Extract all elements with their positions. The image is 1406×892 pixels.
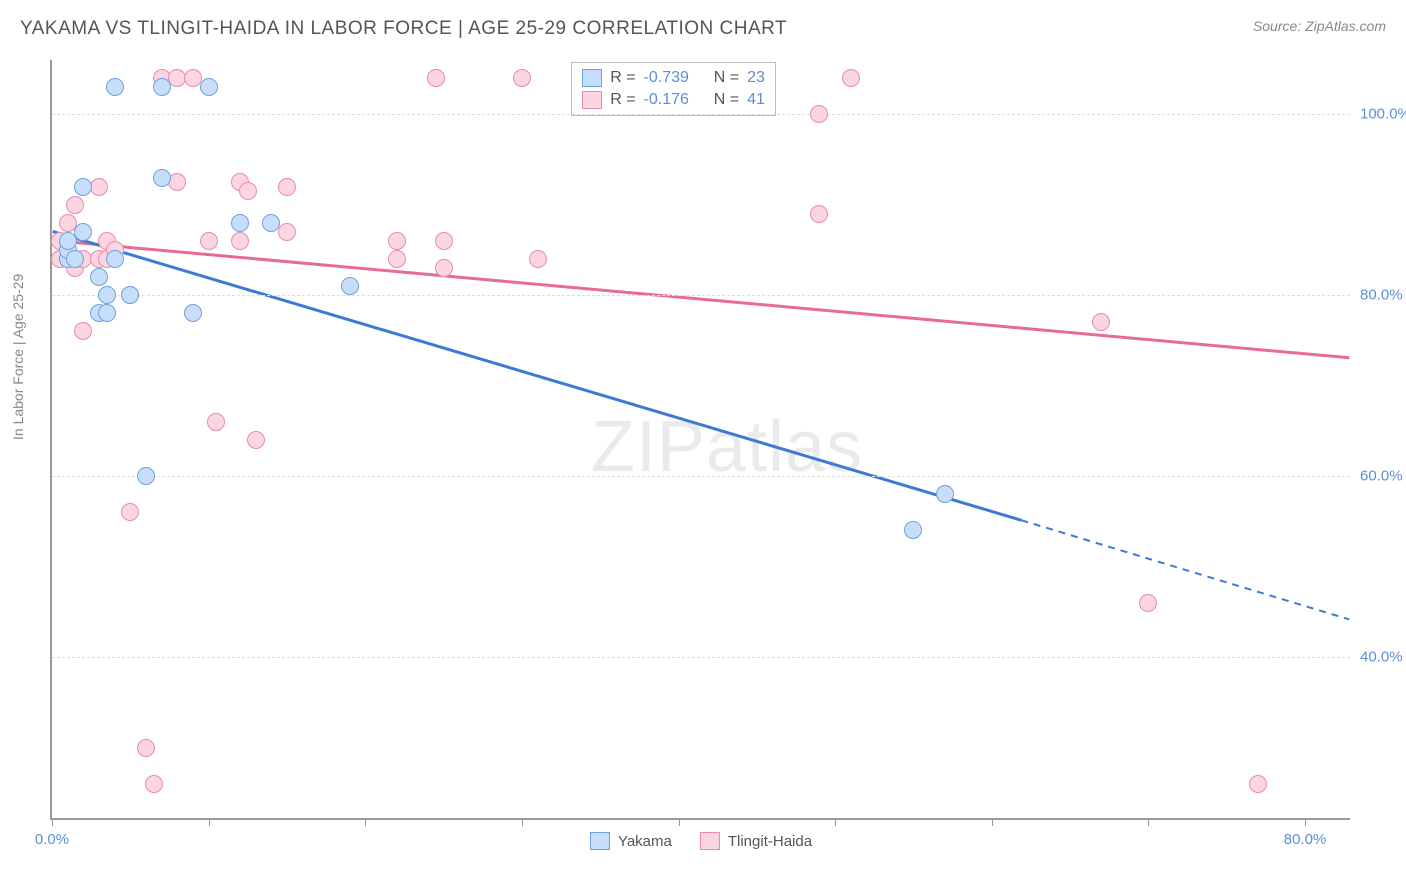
legend-item-tlingit: Tlingit-Haida [700,832,812,850]
scatter-point-tlingit [278,223,296,241]
scatter-point-tlingit [74,322,92,340]
scatter-point-tlingit [842,69,860,87]
n-label: N = [714,91,739,109]
scatter-point-tlingit [247,431,265,449]
swatch-tlingit [582,91,602,109]
legend-item-yakama: Yakama [590,832,672,850]
x-tick [992,818,993,826]
legend-label-yakama: Yakama [618,833,672,850]
scatter-point-yakama [74,223,92,241]
y-tick-label: 60.0% [1360,468,1406,485]
scatter-point-tlingit [145,775,163,793]
legend-swatch-yakama [590,832,610,850]
scatter-point-tlingit [239,182,257,200]
gridline-h [52,114,1350,115]
scatter-point-tlingit [427,69,445,87]
scatter-point-yakama [904,521,922,539]
x-tick [52,818,53,826]
x-tick [835,818,836,826]
scatter-point-tlingit [207,413,225,431]
correlation-stats-box: R = -0.739 N = 23 R = -0.176 N = 41 [571,62,776,116]
source-attribution: Source: ZipAtlas.com [1253,18,1386,34]
scatter-point-yakama [90,268,108,286]
scatter-point-tlingit [1139,594,1157,612]
scatter-point-tlingit [90,178,108,196]
scatter-point-tlingit [168,173,186,191]
chart-title: YAKAMA VS TLINGIT-HAIDA IN LABOR FORCE |… [20,18,787,39]
scatter-point-tlingit [231,232,249,250]
y-tick-label: 100.0% [1360,106,1406,123]
scatter-point-yakama [936,485,954,503]
n-value-yakama: 23 [747,69,765,87]
scatter-point-tlingit [1249,775,1267,793]
scatter-point-yakama [74,178,92,196]
scatter-point-tlingit [1092,313,1110,331]
gridline-h [52,295,1350,296]
r-label: R = [610,91,635,109]
swatch-yakama [582,69,602,87]
scatter-point-tlingit [121,503,139,521]
x-tick [365,818,366,826]
scatter-point-tlingit [388,250,406,268]
y-axis-label: In Labor Force | Age 25-29 [10,274,26,440]
x-tick [522,818,523,826]
scatter-point-tlingit [529,250,547,268]
scatter-point-yakama [231,214,249,232]
scatter-point-tlingit [435,259,453,277]
scatter-point-tlingit [66,196,84,214]
scatter-point-yakama [153,78,171,96]
scatter-point-tlingit [435,232,453,250]
scatter-point-yakama [98,286,116,304]
scatter-point-tlingit [200,232,218,250]
scatter-point-yakama [200,78,218,96]
scatter-point-yakama [121,286,139,304]
r-value-yakama: -0.739 [644,69,689,87]
trend-line [1021,520,1349,619]
scatter-point-tlingit [810,205,828,223]
x-tick-label: 80.0% [1284,831,1327,848]
scatter-point-tlingit [388,232,406,250]
stats-row-tlingit: R = -0.176 N = 41 [582,89,765,111]
scatter-point-yakama [153,169,171,187]
legend-swatch-tlingit [700,832,720,850]
gridline-h [52,476,1350,477]
scatter-point-yakama [106,78,124,96]
scatter-point-yakama [106,250,124,268]
scatter-point-yakama [262,214,280,232]
scatter-point-yakama [98,304,116,322]
series-legend: Yakama Tlingit-Haida [590,832,812,850]
y-tick-label: 80.0% [1360,287,1406,304]
stats-row-yakama: R = -0.739 N = 23 [582,67,765,89]
x-tick-label: 0.0% [35,831,69,848]
r-value-tlingit: -0.176 [644,91,689,109]
x-tick [1148,818,1149,826]
scatter-point-yakama [341,277,359,295]
x-tick [209,818,210,826]
plot-area: ZIPatlas R = -0.739 N = 23 R = -0.176 N … [50,60,1350,820]
n-label: N = [714,69,739,87]
trend-line [53,240,1350,357]
scatter-point-tlingit [810,105,828,123]
scatter-point-tlingit [513,69,531,87]
scatter-point-tlingit [278,178,296,196]
n-value-tlingit: 41 [747,91,765,109]
legend-label-tlingit: Tlingit-Haida [728,833,812,850]
scatter-point-tlingit [137,739,155,757]
x-tick [679,818,680,826]
x-tick [1305,818,1306,826]
y-tick-label: 40.0% [1360,649,1406,666]
r-label: R = [610,69,635,87]
scatter-point-yakama [137,467,155,485]
gridline-h [52,657,1350,658]
scatter-point-yakama [66,250,84,268]
scatter-point-yakama [184,304,202,322]
